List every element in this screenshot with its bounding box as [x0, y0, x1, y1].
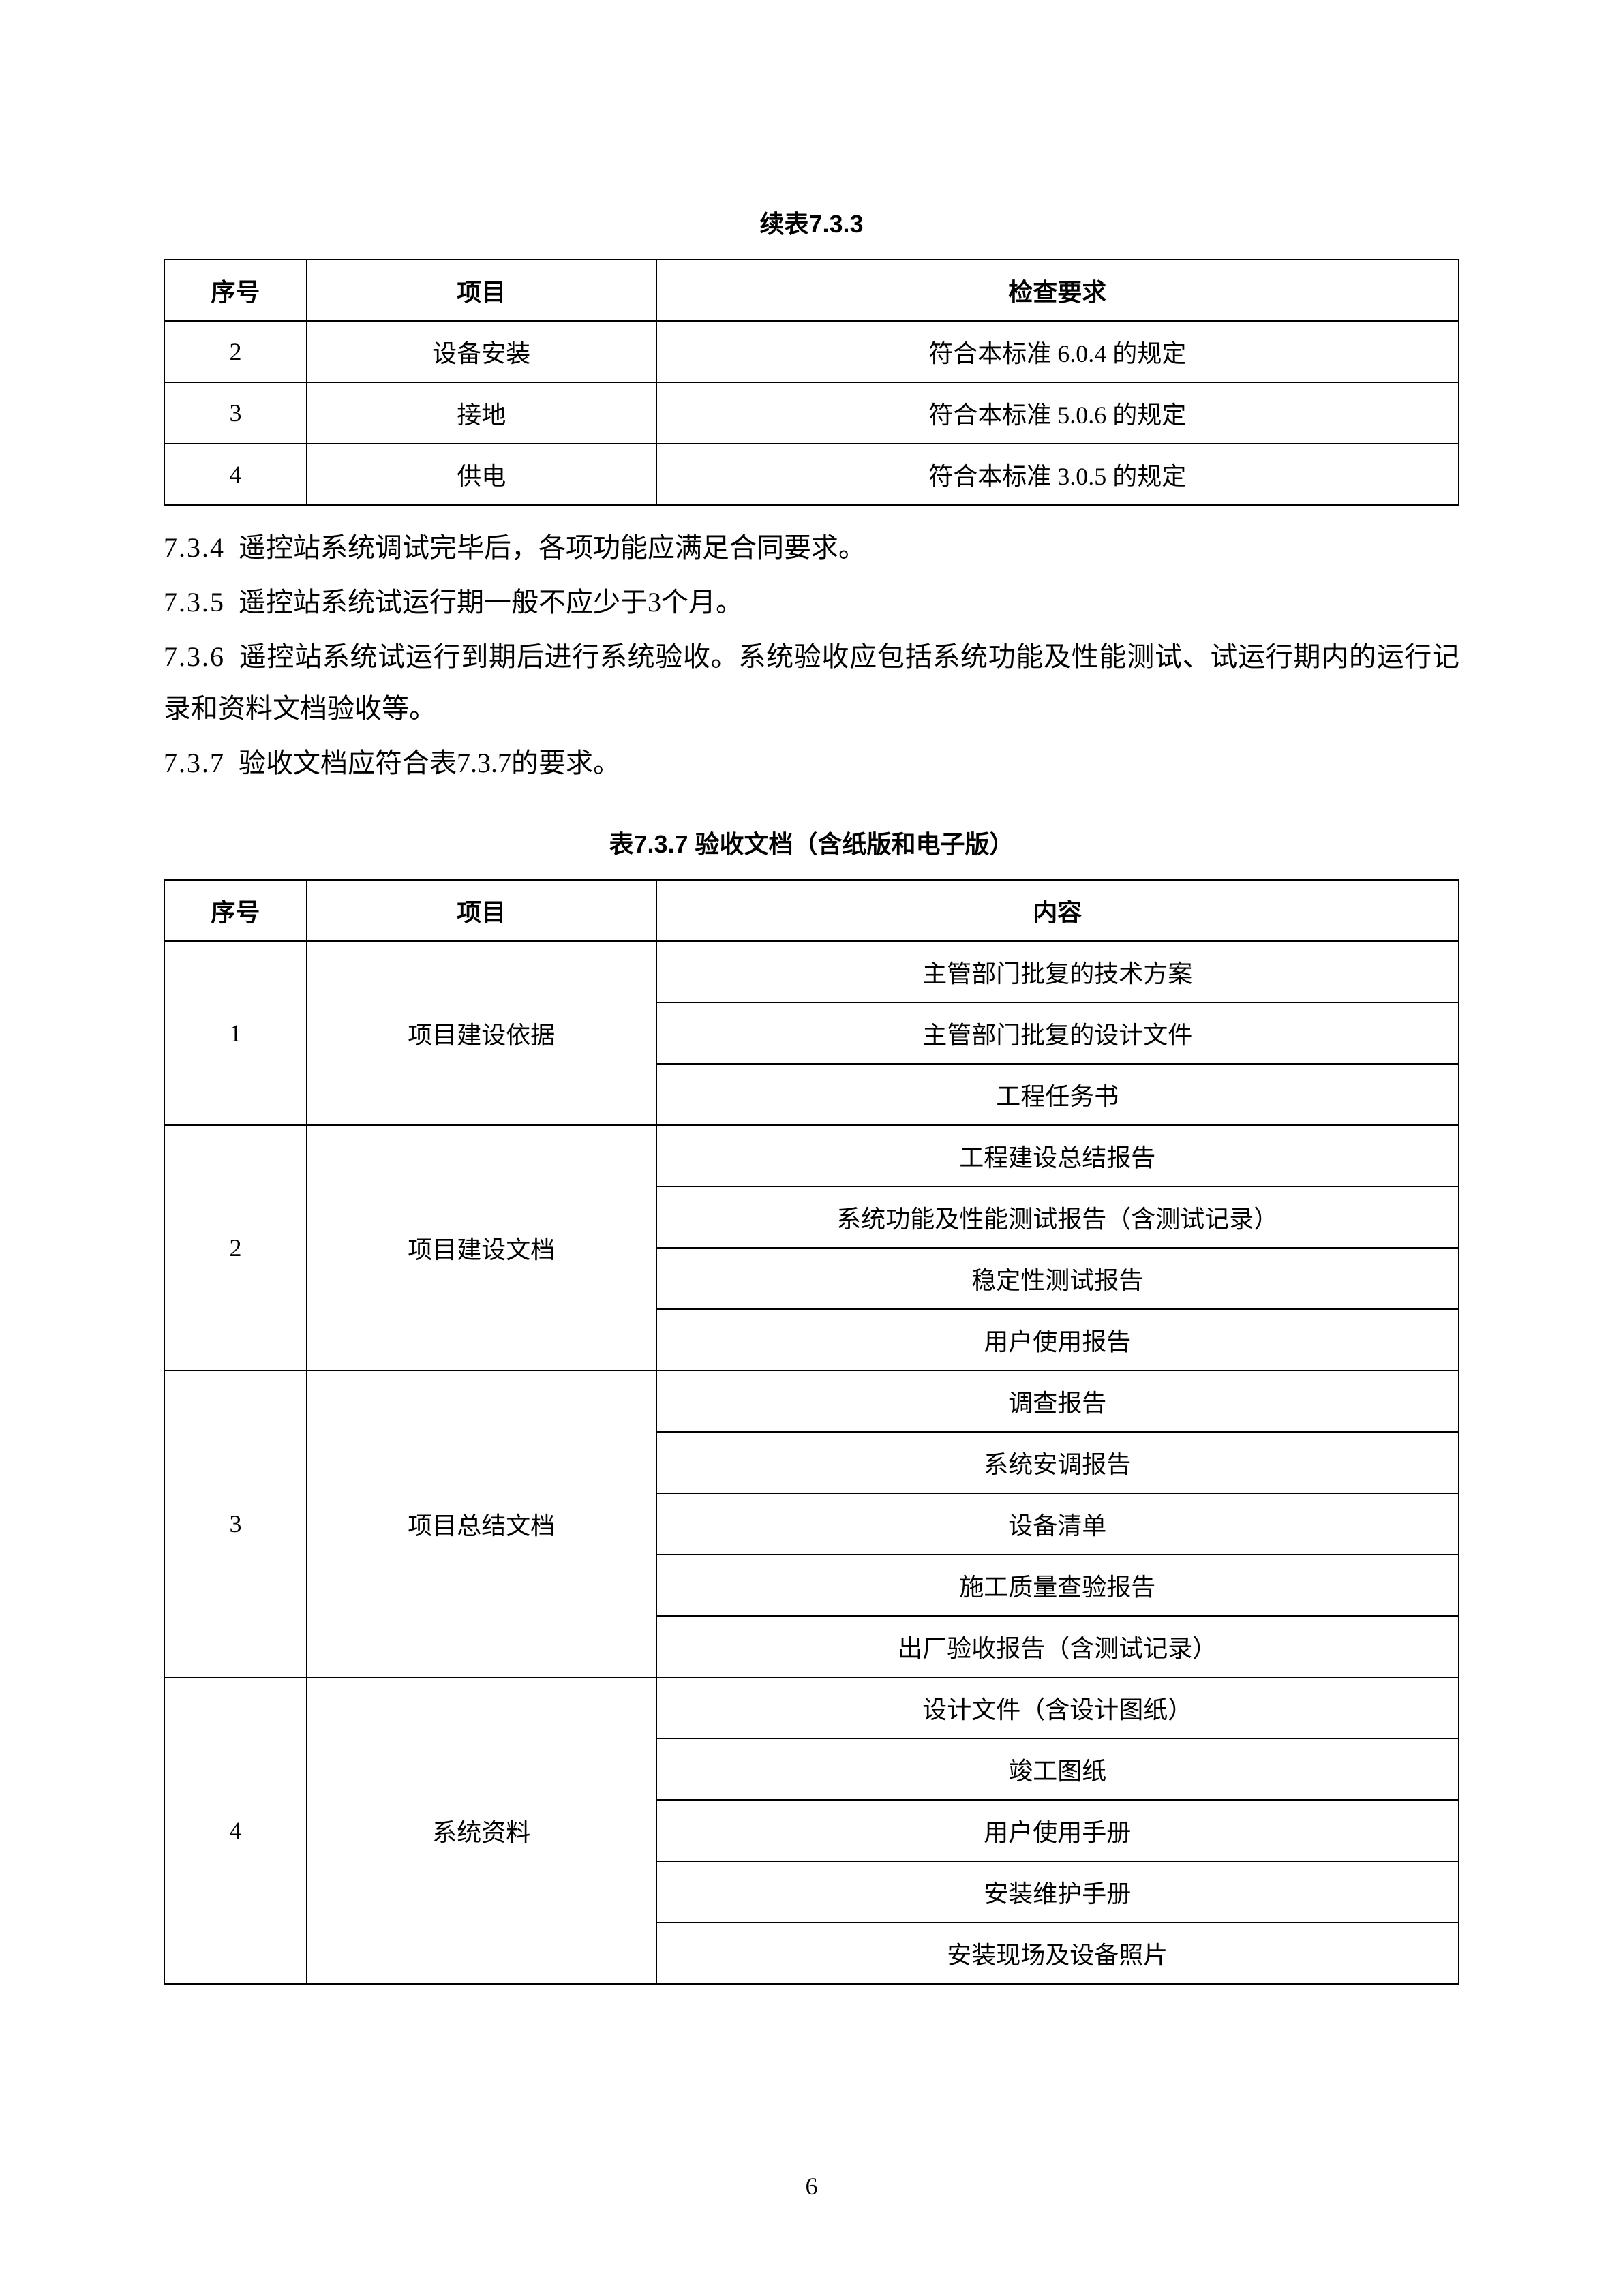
table-733-col-yaoqiu: 检查要求 — [656, 260, 1459, 321]
table-737-cell-xiangmu: 项目建设依据 — [307, 941, 656, 1125]
table-737-cell-neirong: 安装现场及设备照片 — [656, 1923, 1459, 1984]
table-737-cell-neirong: 用户使用手册 — [656, 1800, 1459, 1861]
table-737-cell-neirong: 用户使用报告 — [656, 1309, 1459, 1371]
table-row: 1项目建设依据主管部门批复的技术方案 — [164, 941, 1459, 1002]
table-733-cell: 4 — [164, 444, 307, 505]
table-737-cell-xuhao: 3 — [164, 1371, 307, 1677]
table-row: 4 供电 符合本标准 3.0.5 的规定 — [164, 444, 1459, 505]
table-737-cell-neirong: 调查报告 — [656, 1371, 1459, 1432]
table-733-cell: 符合本标准 3.0.5 的规定 — [656, 444, 1459, 505]
table-737-cell-neirong: 安装维护手册 — [656, 1861, 1459, 1923]
table-737-cell-xuhao: 2 — [164, 1125, 307, 1371]
table-737-header-row: 序号 项目 内容 — [164, 880, 1459, 941]
table-row: 3项目总结文档调查报告 — [164, 1371, 1459, 1432]
table-737-cell-neirong: 设备清单 — [656, 1493, 1459, 1555]
table-737-cell-neirong: 出厂验收报告（含测试记录） — [656, 1616, 1459, 1677]
table-733-caption: 续表7.3.3 — [164, 204, 1459, 240]
clause-text: 遥控站系统试运行到期后进行系统验收。系统验收应包括系统功能及性能测试、试运行期内… — [164, 641, 1459, 724]
table-row: 2项目建设文档工程建设总结报告 — [164, 1125, 1459, 1187]
table-737-cell-neirong: 系统安调报告 — [656, 1432, 1459, 1493]
clause-number: 7.3.7 — [164, 737, 225, 789]
clause-number: 7.3.4 — [164, 522, 225, 574]
table-733-col-xiangmu: 项目 — [307, 260, 656, 321]
table-733-cell: 符合本标准 5.0.6 的规定 — [656, 382, 1459, 444]
table-733-cell: 符合本标准 6.0.4 的规定 — [656, 321, 1459, 382]
table-733-header-row: 序号 项目 检查要求 — [164, 260, 1459, 321]
page-number: 6 — [0, 2172, 1623, 2201]
table-737-cell-neirong: 工程任务书 — [656, 1064, 1459, 1125]
table-737-caption: 表7.3.7 验收文档（含纸版和电子版） — [164, 825, 1459, 860]
table-737-cell-xiangmu: 项目建设文档 — [307, 1125, 656, 1371]
table-row: 3 接地 符合本标准 5.0.6 的规定 — [164, 382, 1459, 444]
table-733-cell: 2 — [164, 321, 307, 382]
table-737: 序号 项目 内容 1项目建设依据主管部门批复的技术方案主管部门批复的设计文件工程… — [164, 879, 1459, 1985]
table-733-col-xuhao: 序号 — [164, 260, 307, 321]
clause-number: 7.3.6 — [164, 631, 225, 683]
table-737-col-neirong: 内容 — [656, 880, 1459, 941]
table-737-cell-neirong: 竣工图纸 — [656, 1739, 1459, 1800]
table-737-cell-neirong: 工程建设总结报告 — [656, 1125, 1459, 1187]
table-737-cell-xiangmu: 项目总结文档 — [307, 1371, 656, 1677]
table-733-cell: 3 — [164, 382, 307, 444]
table-737-cell-neirong: 施工质量查验报告 — [656, 1555, 1459, 1616]
table-737-cell-xuhao: 4 — [164, 1677, 307, 1984]
table-733-cell: 接地 — [307, 382, 656, 444]
table-733-cell: 设备安装 — [307, 321, 656, 382]
clause-text: 遥控站系统试运行期一般不应少于3个月。 — [239, 587, 743, 617]
paragraph-735: 7.3.5 遥控站系统试运行期一般不应少于3个月。 — [164, 577, 1459, 628]
table-737-cell-xiangmu: 系统资料 — [307, 1677, 656, 1984]
table-737-cell-neirong: 系统功能及性能测试报告（含测试记录） — [656, 1187, 1459, 1248]
table-737-col-xuhao: 序号 — [164, 880, 307, 941]
table-733: 序号 项目 检查要求 2 设备安装 符合本标准 6.0.4 的规定 3 接地 符… — [164, 259, 1459, 506]
paragraph-736: 7.3.6遥控站系统试运行到期后进行系统验收。系统验收应包括系统功能及性能测试、… — [164, 631, 1459, 735]
table-737-cell-neirong: 稳定性测试报告 — [656, 1248, 1459, 1309]
paragraph-737: 7.3.7 验收文档应符合表7.3.7的要求。 — [164, 737, 1459, 789]
table-737-cell-neirong: 设计文件（含设计图纸） — [656, 1677, 1459, 1739]
document-page: 续表7.3.3 序号 项目 检查要求 2 设备安装 符合本标准 6.0.4 的规… — [0, 0, 1623, 2296]
paragraph-734: 7.3.4 遥控站系统调试完毕后，各项功能应满足合同要求。 — [164, 522, 1459, 574]
clause-text: 验收文档应符合表7.3.7的要求。 — [239, 748, 620, 778]
table-737-cell-neirong: 主管部门批复的设计文件 — [656, 1002, 1459, 1064]
table-row: 2 设备安装 符合本标准 6.0.4 的规定 — [164, 321, 1459, 382]
table-row: 4系统资料设计文件（含设计图纸） — [164, 1677, 1459, 1739]
table-737-cell-xuhao: 1 — [164, 941, 307, 1125]
clause-number: 7.3.5 — [164, 577, 225, 628]
table-737-col-xiangmu: 项目 — [307, 880, 656, 941]
table-733-cell: 供电 — [307, 444, 656, 505]
clause-text: 遥控站系统调试完毕后，各项功能应满足合同要求。 — [239, 532, 866, 563]
table-737-cell-neirong: 主管部门批复的技术方案 — [656, 941, 1459, 1002]
